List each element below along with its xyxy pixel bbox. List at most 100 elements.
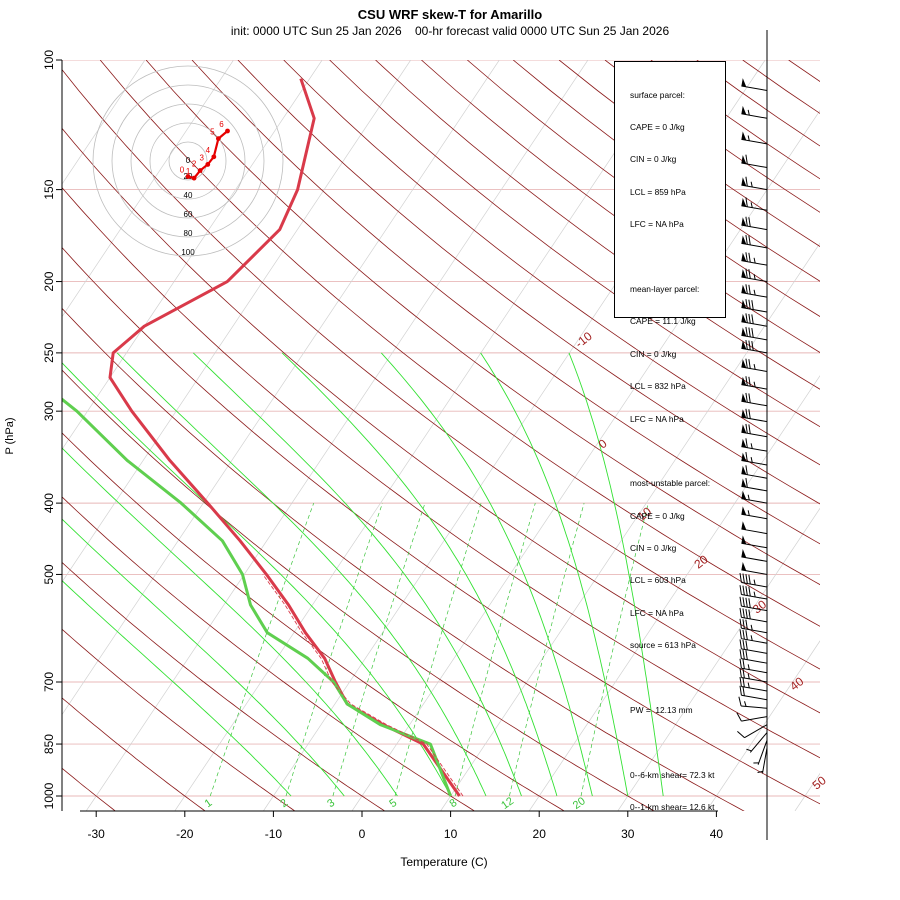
wind-barb-flag — [739, 677, 742, 687]
wind-barb — [739, 677, 768, 692]
wind-barb-flag — [748, 409, 751, 419]
wind-barb-halfflag — [750, 624, 753, 631]
dry-adiabat — [145, 60, 820, 586]
wind-barb-pennant — [741, 131, 747, 141]
wind-barb-flag — [745, 326, 748, 337]
wind-barb-pennant — [741, 438, 747, 448]
wind-barb — [741, 339, 768, 354]
isotherm-line — [351, 109, 820, 811]
wind-barb-pennant — [741, 177, 747, 186]
wind-barb-pennant — [741, 359, 747, 368]
wind-barb-halfflag — [753, 579, 756, 585]
wind-barb-flag — [745, 176, 748, 187]
hodograph-ring — [92, 65, 284, 257]
mixing-ratio-line — [209, 502, 315, 797]
wind-barb-halfflag — [747, 664, 750, 670]
wind-barb — [746, 732, 768, 753]
hodograph-label: 0 — [180, 166, 185, 175]
hodograph-ring-label: 40 — [184, 191, 193, 200]
wind-barb-flag — [748, 235, 751, 246]
wind-barb — [739, 585, 768, 600]
y-tick-label: 400 — [42, 493, 56, 513]
dry-adiabat — [558, 60, 820, 247]
wind-barb-shaft — [741, 528, 768, 535]
wind-barb-pennant — [741, 562, 747, 571]
mixing-ratio-line — [285, 502, 383, 797]
wind-barb — [741, 562, 768, 575]
x-tick-label: 40 — [710, 827, 724, 841]
wind-barb-halfflag — [757, 770, 763, 774]
wind-barb-halfflag — [750, 202, 753, 208]
isotherm-line — [62, 60, 234, 318]
wind-barb-flag — [745, 608, 748, 619]
wind-barb — [741, 477, 768, 492]
sounding-traces — [62, 78, 464, 797]
y-tick-label: 200 — [42, 271, 56, 291]
x-tick-label: 10 — [444, 827, 458, 841]
hodograph-label: 2 — [192, 160, 197, 169]
info-line: surface parcel: — [630, 89, 685, 100]
wind-barb — [741, 216, 768, 231]
isotherms — [62, 60, 820, 811]
wind-barb-flag — [745, 268, 748, 279]
wind-barb-flag — [745, 452, 748, 462]
mixing-ratio-label: 3 — [325, 797, 337, 810]
info-line: most-unstable parcel: — [630, 478, 711, 489]
wind-barb-flag — [748, 299, 751, 310]
wind-barb-flag — [742, 677, 745, 688]
hodograph-ring — [149, 122, 227, 200]
wind-barb-shaft — [741, 485, 768, 492]
dewpoint-trace — [62, 397, 452, 797]
wind-barb-halfflag — [753, 274, 756, 280]
wind-barb-shaft — [757, 740, 768, 765]
dry-adiabat — [62, 496, 476, 811]
wind-barb-pennant — [741, 327, 747, 337]
isotherm-line — [706, 640, 820, 811]
wind-barb-pennant — [741, 105, 747, 115]
wind-barb-shaft — [741, 556, 768, 562]
info-line: LCL = 603 hPa — [630, 575, 686, 586]
wind-barb-shaft — [741, 581, 768, 588]
wind-barb-flag — [745, 438, 748, 448]
wind-barb-shaft — [741, 459, 768, 466]
mixing-ratio-label: 1 — [203, 797, 215, 810]
wind-barb-flag — [745, 392, 748, 403]
hodograph-point — [205, 162, 211, 167]
dry-adiabat — [62, 767, 116, 811]
dry-adiabat — [329, 60, 820, 428]
wind-barb-halfflag — [750, 456, 753, 463]
wind-barb-flag — [739, 685, 742, 696]
wind-barb — [739, 649, 768, 664]
hodograph-ring-label: 80 — [184, 229, 193, 238]
wind-barb-flag — [742, 585, 745, 596]
wind-barb-pennant — [741, 235, 747, 245]
wind-barb-halfflag — [750, 635, 753, 641]
info-line: PW = 12.13 mm — [630, 705, 693, 716]
wind-barb-flag — [745, 574, 748, 584]
wind-barb-pennant — [741, 78, 747, 87]
wind-barb-pennant — [741, 424, 747, 434]
y-tick-label: 150 — [42, 179, 56, 199]
wind-barb-shaft — [741, 648, 768, 654]
wind-barb-flag — [739, 596, 742, 607]
wind-barb-pennant — [741, 393, 747, 403]
wind-barb-pennant — [741, 409, 747, 418]
wind-barb-flag — [742, 686, 745, 696]
wind-barb-flag — [751, 340, 754, 351]
hodograph-ring — [111, 84, 265, 238]
wind-barb-flag — [748, 284, 751, 295]
moist-adiabat — [568, 352, 664, 797]
wind-barb-pennant — [741, 313, 747, 323]
hodograph-ring-label: 0 — [186, 156, 191, 165]
wind-barb-flag — [739, 639, 742, 649]
dry-adiabat — [62, 186, 820, 759]
wind-barb-flag — [745, 423, 748, 434]
isotherm-label: 40 — [787, 674, 806, 693]
x-tick-label: 30 — [621, 827, 635, 841]
hodograph-point — [225, 128, 230, 134]
y-tick-label: 100 — [42, 50, 56, 70]
hodograph-label: 6 — [219, 120, 224, 129]
wind-barb-flag — [739, 618, 742, 629]
hodograph-point — [191, 175, 197, 181]
